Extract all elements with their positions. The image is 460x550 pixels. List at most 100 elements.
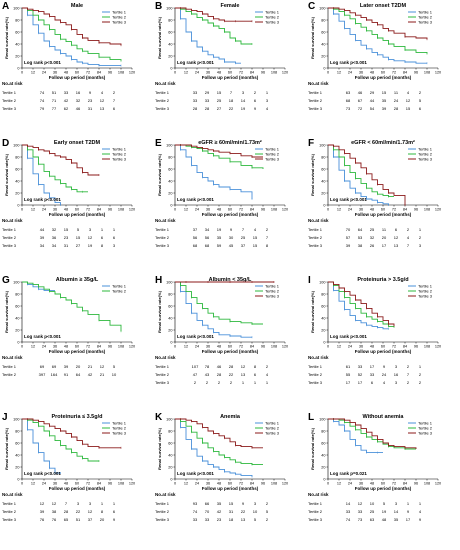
x-tick-label: 108 xyxy=(118,208,124,212)
x-tick-label: 24 xyxy=(42,345,46,349)
risk-cell: 45 xyxy=(229,243,234,248)
risk-cell: 9 xyxy=(407,509,410,514)
risk-cell: 13 xyxy=(241,517,246,522)
risk-cell: 15 xyxy=(406,106,411,111)
x-axis-label: Follow up period (months) xyxy=(355,349,412,354)
km-curve-tertile-1 xyxy=(328,7,427,64)
risk-cell: 74 xyxy=(193,509,198,514)
x-tick-label: 84 xyxy=(403,208,407,212)
legend-label: Tertile 2 xyxy=(418,151,433,156)
risk-cell: 20 xyxy=(76,364,81,369)
y-tick-label: 100 xyxy=(13,280,19,284)
y-tick-label: 40 xyxy=(15,42,19,46)
risk-cell: 12 xyxy=(241,364,246,369)
risk-cell: 76 xyxy=(52,517,57,522)
panel-letter: C xyxy=(308,1,315,12)
risk-cell: 73 xyxy=(358,517,363,522)
risk-cell: 5 xyxy=(113,364,116,369)
legend-label: Tertile 3 xyxy=(112,19,127,24)
panel-letter: I xyxy=(308,275,311,286)
y-tick-label: 80 xyxy=(168,292,172,296)
x-tick-label: 36 xyxy=(359,208,363,212)
y-tick-label: 40 xyxy=(168,453,172,457)
logrank-label: Log rank p<0.001 xyxy=(24,334,61,339)
legend-label: Tertile 3 xyxy=(112,156,127,161)
km-curve-tertile-2 xyxy=(22,281,122,332)
logrank-label: Log rank p<0.001 xyxy=(330,60,367,65)
legend-label: Tertile 1 xyxy=(112,283,127,288)
x-tick-label: 12 xyxy=(31,208,35,212)
risk-cell: 64 xyxy=(358,227,363,232)
risk-cell: 70 xyxy=(346,227,351,232)
risk-cell: 22 xyxy=(241,509,246,514)
risk-table-header: No.at risk xyxy=(155,81,176,86)
y-tick-label: 0 xyxy=(170,340,172,344)
risk-cell: 34 xyxy=(205,227,210,232)
risk-row-label: Tertile 3 xyxy=(155,243,170,248)
x-tick-label: 72 xyxy=(86,208,90,212)
risk-cell: 1 xyxy=(266,90,269,95)
y-tick-label: 80 xyxy=(321,155,325,159)
legend-label: Tertile 3 xyxy=(418,430,433,435)
x-tick-label: 96 xyxy=(261,208,265,212)
risk-cell: 28 xyxy=(193,106,198,111)
risk-row-label: Tertile 2 xyxy=(155,235,170,240)
x-tick-label: 108 xyxy=(424,482,430,486)
panel-letter: A xyxy=(2,1,9,12)
risk-cell: 9 xyxy=(383,364,386,369)
risk-cell: 25 xyxy=(241,235,246,240)
risk-table-header: No.at risk xyxy=(155,218,176,223)
risk-cell: 76 xyxy=(40,517,45,522)
x-tick-label: 60 xyxy=(228,71,232,75)
km-curve-tertile-3 xyxy=(175,7,252,22)
risk-row-label: Tertile 2 xyxy=(155,98,170,103)
y-tick-label: 100 xyxy=(166,6,172,10)
risk-row-label: Tertile 1 xyxy=(308,364,323,369)
x-tick-label: 36 xyxy=(206,208,210,212)
risk-cell: 4 xyxy=(254,227,257,232)
x-tick-label: 0 xyxy=(327,482,329,486)
km-curve-tertile-1 xyxy=(328,418,383,454)
risk-cell: 36 xyxy=(52,235,57,240)
x-tick-label: 24 xyxy=(348,71,352,75)
x-tick-label: 120 xyxy=(129,482,135,486)
x-tick-label: 24 xyxy=(195,208,199,212)
risk-row-label: Tertile 1 xyxy=(2,364,17,369)
km-curve-tertile-1 xyxy=(175,281,252,338)
risk-cell: 107 xyxy=(192,364,199,369)
risk-table-header: No.at risk xyxy=(308,492,329,497)
risk-cell: 51 xyxy=(52,90,57,95)
x-tick-label: 72 xyxy=(239,208,243,212)
risk-cell: 21 xyxy=(100,372,105,377)
legend-label: Tertile 1 xyxy=(112,420,127,425)
risk-cell: 39 xyxy=(382,106,387,111)
risk-cell: 5 xyxy=(254,517,257,522)
risk-cell: 33 xyxy=(193,517,198,522)
risk-table-header: No.at risk xyxy=(155,355,176,360)
y-tick-label: 60 xyxy=(15,30,19,34)
y-tick-label: 100 xyxy=(319,280,325,284)
risk-row-label: Tertile 3 xyxy=(308,517,323,522)
x-tick-label: 24 xyxy=(42,208,46,212)
risk-cell: 33 xyxy=(205,98,210,103)
x-tick-label: 72 xyxy=(239,345,243,349)
x-tick-label: 72 xyxy=(392,345,396,349)
x-axis-label: Follow up period (months) xyxy=(355,75,412,80)
risk-cell: 53 xyxy=(358,235,363,240)
logrank-label: Log rank p<0.001 xyxy=(177,334,214,339)
km-curve-tertile-3 xyxy=(328,418,417,449)
y-tick-label: 40 xyxy=(321,42,325,46)
km-panel-h: H Albumin < 35g/L Renal survival rate(%) 0 2… xyxy=(153,274,306,411)
x-tick-label: 0 xyxy=(21,208,23,212)
risk-cell: 6 xyxy=(113,509,116,514)
x-tick-label: 12 xyxy=(31,482,35,486)
risk-cell: 44 xyxy=(40,227,45,232)
risk-cell: 32 xyxy=(370,235,375,240)
y-tick-label: 20 xyxy=(168,191,172,195)
risk-cell: 52 xyxy=(358,372,363,377)
risk-cell: 32 xyxy=(76,98,81,103)
legend-label: Tertile 3 xyxy=(418,156,433,161)
risk-cell: 46 xyxy=(358,90,363,95)
risk-cell: 69 xyxy=(52,364,57,369)
